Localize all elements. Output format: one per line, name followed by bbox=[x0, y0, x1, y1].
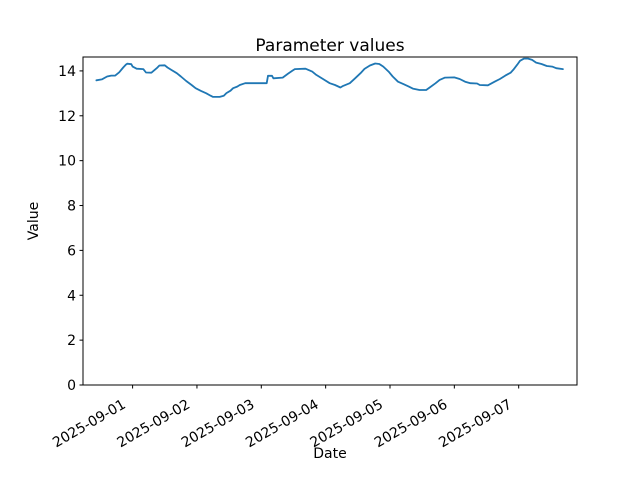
x-axis-label: Date bbox=[313, 446, 346, 462]
y-tick-label: 6 bbox=[67, 243, 76, 259]
y-tick-label: 4 bbox=[67, 288, 76, 304]
y-tick-label: 10 bbox=[58, 154, 76, 170]
y-axis-label: Value bbox=[26, 202, 42, 240]
y-tick-label: 2 bbox=[67, 333, 76, 349]
series-line bbox=[95, 57, 564, 98]
axes-spines bbox=[82, 56, 578, 386]
y-tick-label: 8 bbox=[67, 199, 76, 215]
y-tick-label: 12 bbox=[58, 109, 76, 125]
y-tick-label: 0 bbox=[67, 378, 76, 394]
chart-title: Parameter values bbox=[255, 36, 404, 56]
y-tick-label: 14 bbox=[58, 64, 76, 80]
